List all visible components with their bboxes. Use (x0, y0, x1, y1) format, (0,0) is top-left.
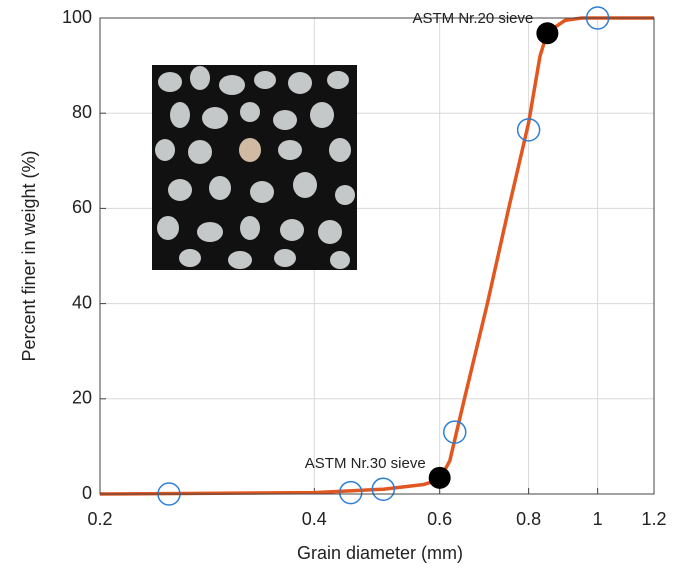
annotation: ASTM Nr.30 sieve (305, 455, 426, 472)
x-tick-label: 0.6 (427, 509, 452, 529)
y-axis-label: Percent finer in weight (%) (19, 150, 39, 361)
measured-point (371, 477, 396, 501)
y-tick-label: 0 (82, 483, 92, 503)
inset-photo (152, 65, 357, 270)
measured-point (516, 118, 541, 142)
x-tick-label: 1 (593, 509, 603, 529)
y-tick-label: 20 (72, 388, 92, 408)
y-tick-label: 40 (72, 292, 92, 312)
y-tick-label: 80 (72, 102, 92, 122)
annotation: ASTM Nr.20 sieve (413, 10, 534, 27)
measured-point (338, 480, 363, 505)
x-axis-label: Grain diameter (mm) (297, 543, 463, 563)
marks (99, 6, 654, 506)
sieve-point (428, 466, 451, 489)
x-tick-label: 0.8 (516, 509, 541, 529)
sieve-point (536, 22, 559, 45)
y-tick-label: 60 (72, 197, 92, 217)
curve (99, 16, 654, 496)
x-tick-label: 1.2 (641, 509, 666, 529)
plot-frame (99, 17, 655, 495)
x-tick-label: 0.2 (87, 509, 112, 529)
y-tick-label: 100 (62, 7, 92, 27)
x-tick-label: 0.4 (302, 509, 327, 529)
measured-point (443, 420, 467, 444)
